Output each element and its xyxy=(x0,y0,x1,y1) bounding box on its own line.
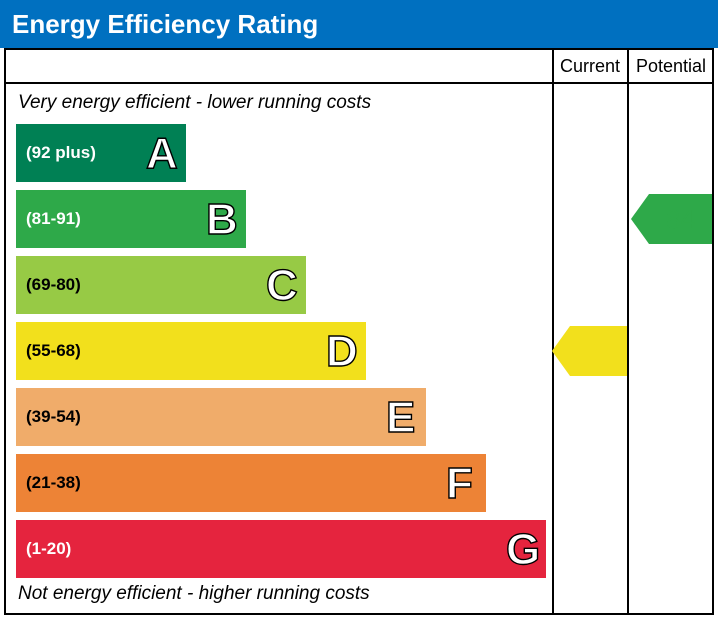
value-potential: 84 xyxy=(666,204,695,235)
band-b: (81-91) B xyxy=(16,190,246,248)
header-row: Current Potential xyxy=(6,50,712,84)
band-f: (21-38) F xyxy=(16,454,486,512)
band-a: (92 plus) A xyxy=(16,124,186,182)
header-potential: Potential xyxy=(636,56,706,77)
svg-text:D: D xyxy=(326,327,358,376)
band-letter-c: C xyxy=(258,260,308,310)
band-range: (1-20) xyxy=(16,539,71,559)
pointer-current: 67 xyxy=(570,326,629,376)
chart-title: Energy Efficiency Rating xyxy=(12,9,318,40)
band-letter-b: B xyxy=(198,194,248,244)
band-letter-d: D xyxy=(318,326,368,376)
value-current: 67 xyxy=(585,336,614,367)
title-bar: Energy Efficiency Rating xyxy=(0,0,718,48)
band-range: (81-91) xyxy=(16,209,81,229)
svg-text:E: E xyxy=(386,393,415,442)
caption-efficient: Very energy efficient - lower running co… xyxy=(18,92,371,114)
svg-text:C: C xyxy=(266,261,298,310)
svg-text:A: A xyxy=(146,129,178,178)
band-range: (39-54) xyxy=(16,407,81,427)
band-letter-g: G xyxy=(498,524,548,574)
epc-chart: Energy Efficiency Rating Current Potenti… xyxy=(0,0,718,619)
band-c: (69-80) C xyxy=(16,256,306,314)
band-letter-e: E xyxy=(378,392,428,442)
band-letter-a: A xyxy=(138,128,188,178)
band-g: (1-20) G xyxy=(16,520,546,578)
svg-text:G: G xyxy=(506,525,540,574)
header-current: Current xyxy=(560,56,620,77)
band-d: (55-68) D xyxy=(16,322,366,380)
svg-text:F: F xyxy=(446,459,473,508)
svg-text:B: B xyxy=(206,195,238,244)
band-range: (69-80) xyxy=(16,275,81,295)
band-range: (21-38) xyxy=(16,473,81,493)
band-range: (55-68) xyxy=(16,341,81,361)
band-range: (92 plus) xyxy=(16,143,96,163)
band-letter-f: F xyxy=(438,458,488,508)
caption-inefficient: Not energy efficient - higher running co… xyxy=(18,583,370,605)
band-e: (39-54) E xyxy=(16,388,426,446)
pointer-potential: 84 xyxy=(649,194,712,244)
chart-grid: Current Potential Very energy efficient … xyxy=(4,48,714,615)
